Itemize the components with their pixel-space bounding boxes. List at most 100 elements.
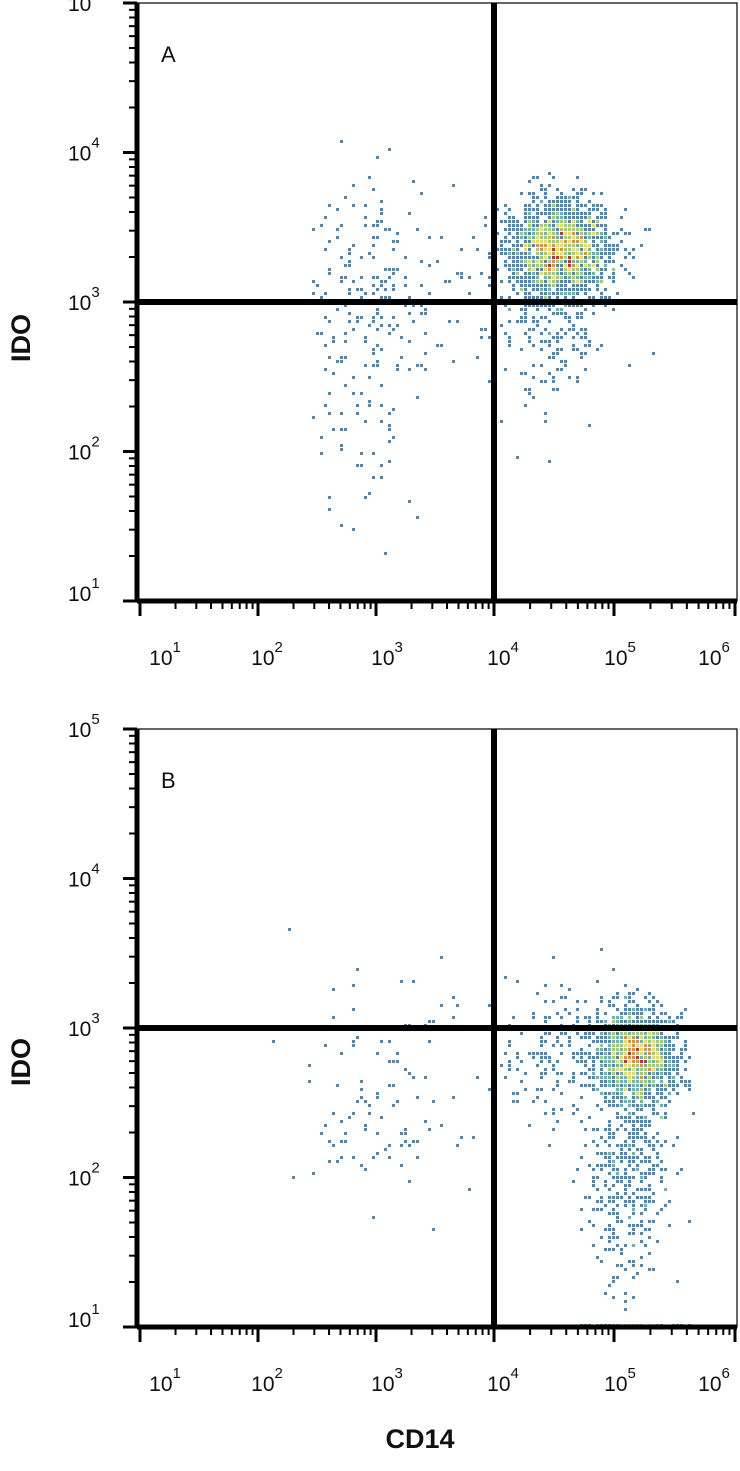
event-dot xyxy=(648,228,651,231)
event-dot xyxy=(408,1144,411,1147)
event-dot xyxy=(512,256,515,259)
event-dot xyxy=(572,232,575,235)
event-dot xyxy=(396,240,399,243)
event-dot xyxy=(592,228,595,231)
event-dot xyxy=(528,284,531,287)
event-dot xyxy=(628,1112,631,1115)
event-dot xyxy=(624,268,627,271)
event-dot xyxy=(376,220,379,223)
event-dot xyxy=(628,232,631,235)
event-dot xyxy=(568,316,571,319)
event-dot xyxy=(632,1128,635,1131)
event-dot xyxy=(656,1240,659,1243)
event-dot xyxy=(340,428,343,431)
event-dot xyxy=(572,188,575,191)
event-dot xyxy=(648,1188,651,1191)
event-dot xyxy=(624,1128,627,1131)
event-dot xyxy=(640,1148,643,1151)
event-dot xyxy=(424,308,427,311)
event-dot xyxy=(536,204,539,207)
event-dot xyxy=(564,196,567,199)
event-dot xyxy=(632,1204,635,1207)
event-dot xyxy=(612,1132,615,1135)
event-dot xyxy=(580,220,583,223)
event-dot xyxy=(552,208,555,211)
event-dot xyxy=(312,280,315,283)
event-dot xyxy=(544,1000,547,1003)
event-dot xyxy=(660,1064,663,1067)
event-dot xyxy=(600,1136,603,1139)
event-dot xyxy=(536,220,539,223)
event-dot xyxy=(572,280,575,283)
event-dot xyxy=(528,1124,531,1127)
event-dot xyxy=(660,1180,663,1183)
event-dot xyxy=(596,232,599,235)
event-dot xyxy=(628,1136,631,1139)
y-tick-label: 101 xyxy=(68,575,100,606)
event-dot xyxy=(624,1064,627,1067)
event-dot xyxy=(596,1048,599,1051)
event-dot xyxy=(544,272,547,275)
event-dot xyxy=(676,1036,679,1039)
event-dot xyxy=(632,256,635,259)
event-dot xyxy=(328,204,331,207)
event-dot xyxy=(380,284,383,287)
event-dot xyxy=(604,1032,607,1035)
event-dot xyxy=(556,220,559,223)
event-dot xyxy=(528,204,531,207)
event-dot xyxy=(660,1044,663,1047)
event-dot xyxy=(608,1060,611,1063)
event-dot xyxy=(576,348,579,351)
event-dot xyxy=(604,1012,607,1015)
event-dot xyxy=(552,264,555,267)
event-dot xyxy=(504,976,507,979)
event-dot xyxy=(532,1016,535,1019)
event-dot xyxy=(588,1076,591,1079)
event-dot xyxy=(524,292,527,295)
event-dot xyxy=(552,1108,555,1111)
event-dot xyxy=(380,420,383,423)
event-dot xyxy=(608,1124,611,1127)
tick-exponent: 4 xyxy=(91,861,99,878)
event-dot xyxy=(388,1040,391,1043)
event-dot xyxy=(544,212,547,215)
event-dot xyxy=(556,264,559,267)
event-dot xyxy=(568,276,571,279)
event-dot xyxy=(336,1084,339,1087)
event-dot xyxy=(608,1240,611,1243)
tick-exponent: 3 xyxy=(91,1010,99,1027)
tick-exponent: 4 xyxy=(91,135,99,152)
event-dot xyxy=(676,1280,679,1283)
event-dot xyxy=(616,1008,619,1011)
event-dot xyxy=(616,1096,619,1099)
event-dot xyxy=(664,1040,667,1043)
event-dot xyxy=(408,1072,411,1075)
event-dot xyxy=(540,252,543,255)
event-dot xyxy=(344,304,347,307)
event-dot xyxy=(356,404,359,407)
event-dot xyxy=(668,1100,671,1103)
event-dot xyxy=(552,1064,555,1067)
event-dot xyxy=(508,232,511,235)
event-dot xyxy=(640,1160,643,1163)
event-dot xyxy=(620,1056,623,1059)
event-dot xyxy=(656,1072,659,1075)
event-dot xyxy=(644,1096,647,1099)
event-dot xyxy=(668,1048,671,1051)
event-dot xyxy=(640,1076,643,1079)
event-dot xyxy=(400,336,403,339)
event-dot xyxy=(604,264,607,267)
event-dot xyxy=(648,1076,651,1079)
event-dot xyxy=(680,1076,683,1079)
event-dot xyxy=(580,1052,583,1055)
event-dot xyxy=(640,1152,643,1155)
event-dot xyxy=(600,1032,603,1035)
event-dot xyxy=(592,1244,595,1247)
event-dot xyxy=(476,356,479,359)
event-dot xyxy=(560,996,563,999)
tick-base: 10 xyxy=(604,647,627,670)
event-dot xyxy=(584,228,587,231)
event-dot xyxy=(348,320,351,323)
event-dot xyxy=(504,1052,507,1055)
event-dot xyxy=(500,296,503,299)
